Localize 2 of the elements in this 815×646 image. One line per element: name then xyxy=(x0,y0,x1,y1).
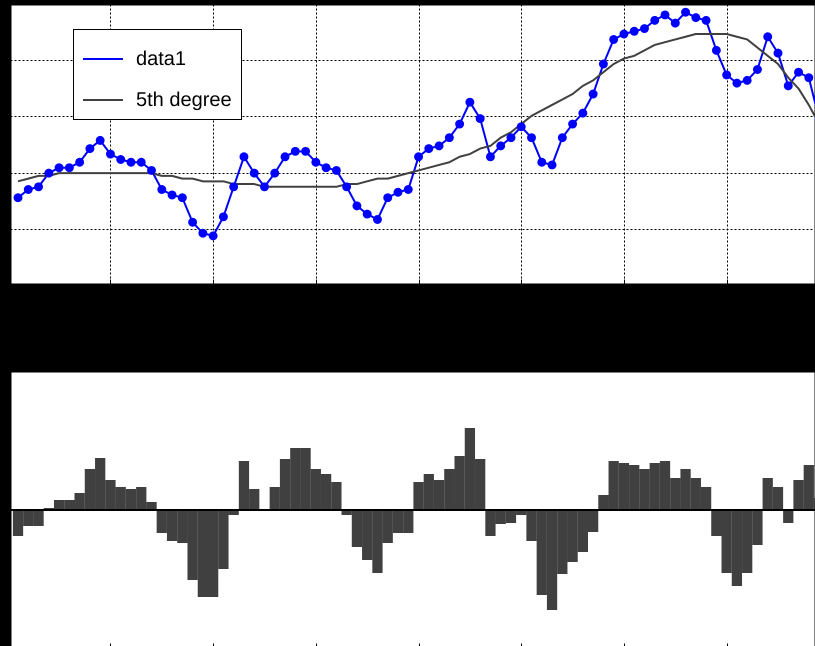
legend-label: 5th degree xyxy=(136,89,232,111)
legend-label: data1 xyxy=(136,48,186,70)
